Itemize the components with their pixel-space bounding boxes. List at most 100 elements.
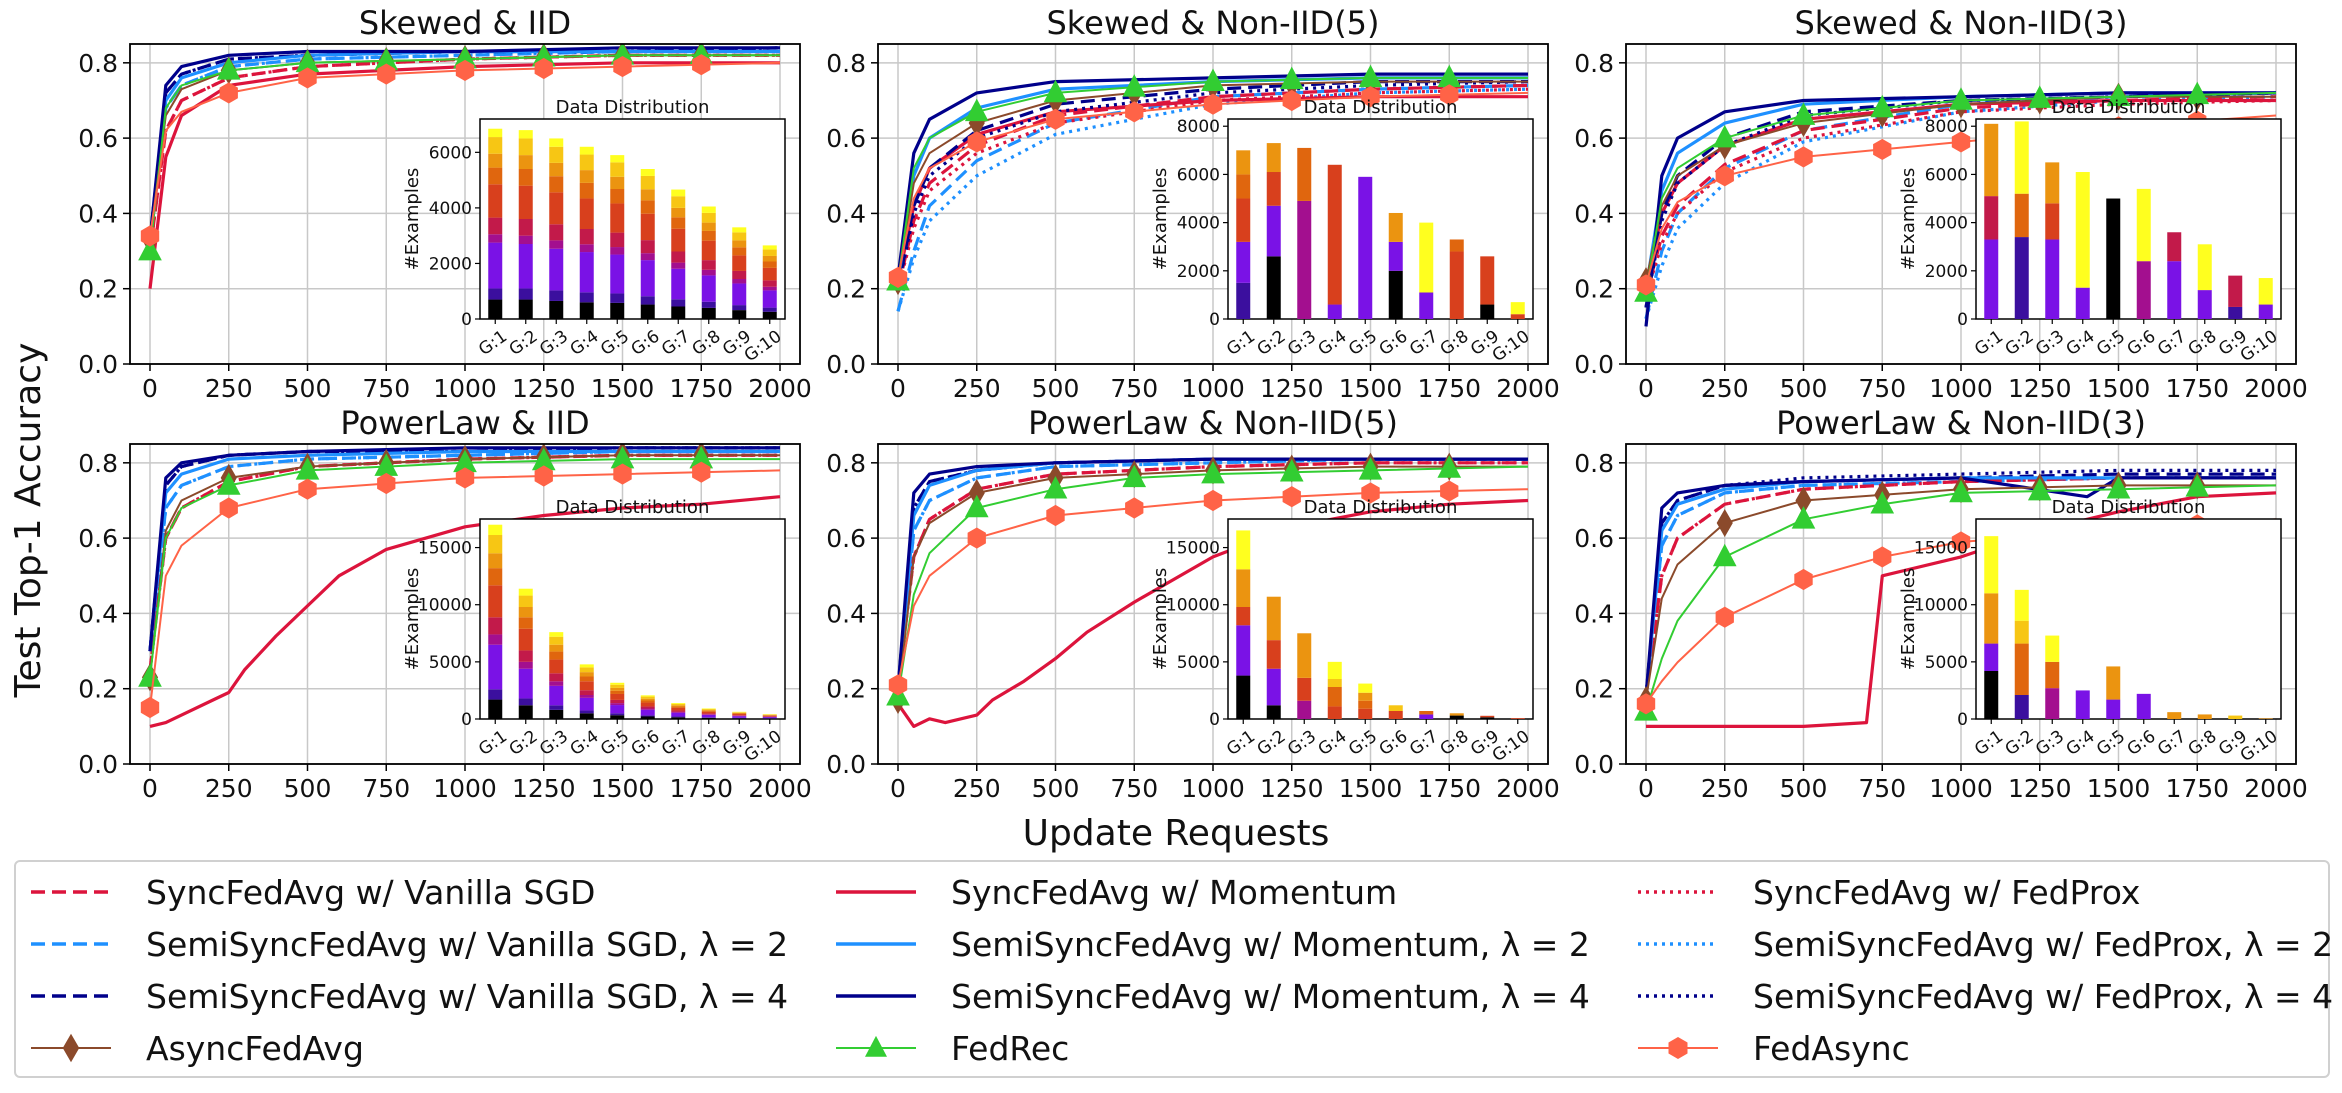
inset-bar-segment xyxy=(610,687,625,691)
series-marker xyxy=(2027,477,2052,501)
inset-bar-segment xyxy=(2197,714,2212,719)
inset-bar-segment xyxy=(610,715,625,719)
inset-bar-segment xyxy=(1358,683,1373,693)
series-marker xyxy=(1201,68,1225,91)
inset-bar-segment xyxy=(1266,668,1281,706)
series-marker xyxy=(888,266,908,288)
inset-bar-segment xyxy=(1449,713,1464,716)
series-marker xyxy=(967,527,986,549)
inset-bar-segment xyxy=(1388,711,1403,719)
inset-bar-segment xyxy=(1388,705,1403,711)
inset-bar-segment xyxy=(488,689,503,700)
x-tick-label: 250 xyxy=(1701,774,1749,803)
x-tick-label: 2000 xyxy=(748,374,812,403)
inset-y-label: 0 xyxy=(1957,710,1968,730)
y-tick-label: 0.0 xyxy=(826,750,866,779)
series-line xyxy=(149,61,781,237)
inset-bar-segment xyxy=(2106,699,2121,719)
plot-frame xyxy=(877,43,1549,365)
x-tick-label: 750 xyxy=(1110,374,1158,403)
legend-item: FedAsync xyxy=(1633,1028,1910,1068)
inset-bar-segment xyxy=(1984,593,1999,644)
inset-bar-segment xyxy=(2014,193,2029,238)
inset-bar-segment xyxy=(732,279,747,284)
inset-bar-segment xyxy=(732,240,747,248)
x-tick-label: 0 xyxy=(142,774,158,803)
inset-bar-segment xyxy=(732,715,747,716)
inset-bar-segment xyxy=(1297,700,1312,719)
x-tick-label: 1000 xyxy=(433,774,497,803)
inset-bar-segment xyxy=(579,690,594,695)
inset-bar-segment xyxy=(1388,212,1403,242)
inset-bar-segment xyxy=(701,240,716,261)
inset-bar-segment xyxy=(732,713,747,715)
series-marker xyxy=(2106,476,2131,499)
y-tick-label: 0.0 xyxy=(826,350,866,379)
legend-label: SemiSyncFedAvg w/ Vanilla SGD, λ = 4 xyxy=(146,976,789,1016)
inset-bar-segment xyxy=(488,128,503,138)
inset-bar-segment xyxy=(610,699,625,704)
legend-item: SemiSyncFedAvg w/ Vanilla SGD, λ = 2 xyxy=(26,924,788,964)
inset-bar-segment xyxy=(1984,123,1999,197)
inset-bar-segment xyxy=(1327,164,1342,305)
series-marker xyxy=(1870,491,1895,514)
inset-bar-segment xyxy=(610,293,625,303)
x-tick-label: 1500 xyxy=(1339,774,1403,803)
series-line xyxy=(1644,472,2276,697)
inset-bar-segment xyxy=(2014,695,2029,719)
x-tick-label: 750 xyxy=(1858,774,1906,803)
legend-label: SemiSyncFedAvg w/ Momentum, λ = 4 xyxy=(951,976,1590,1016)
inset-bar-segment xyxy=(1327,687,1342,707)
inset-bar-segment xyxy=(549,162,564,177)
inset-bar-segment xyxy=(610,247,625,255)
series-marker xyxy=(1358,457,1383,480)
x-tick-label: 1750 xyxy=(669,374,733,403)
inset-bar-segment xyxy=(671,712,686,717)
inset-y-label: 15000 xyxy=(1914,539,1968,559)
inset-y-label: 6000 xyxy=(1925,165,1968,185)
x-tick-label: 1250 xyxy=(512,374,576,403)
inset-bar-segment xyxy=(2167,712,2182,719)
inset-bar-segment xyxy=(1419,292,1434,319)
inset-bar-segment xyxy=(701,714,716,718)
series-marker xyxy=(298,67,317,89)
inset-bar-segment xyxy=(2197,290,2212,319)
inset-bar-segment xyxy=(1358,176,1373,319)
x-tick-label: 500 xyxy=(1780,774,1828,803)
inset-bar-segment xyxy=(640,296,655,305)
figure: Test Top-1 Accuracy Update Requests 0 250… xyxy=(8,4,2308,854)
series-marker xyxy=(1046,504,1065,527)
series-marker xyxy=(1358,64,1383,88)
x-tick-label: 2000 xyxy=(1496,374,1560,403)
legend-swatch xyxy=(836,994,916,998)
chart-title: PowerLaw & IID xyxy=(340,404,589,442)
x-tick-label: 0 xyxy=(1638,774,1654,803)
series-marker xyxy=(1203,489,1223,512)
inset-bar-segment xyxy=(640,240,655,254)
inset-bar-segment xyxy=(2136,188,2151,262)
inset-bar-segment xyxy=(579,154,594,171)
inset-bar-segment xyxy=(762,715,777,717)
inset-y-label: 8000 xyxy=(1925,117,1968,137)
series-marker xyxy=(298,478,317,500)
series-line xyxy=(149,54,780,252)
plot-frame xyxy=(1625,443,2297,765)
series-marker xyxy=(1712,124,1737,148)
inset-bar-segment xyxy=(2106,666,2121,700)
inset-bar-segment xyxy=(579,182,594,199)
x-tick-label: 2000 xyxy=(748,774,812,803)
legend-swatch xyxy=(31,942,111,946)
inset-bar-segment xyxy=(549,673,564,682)
legend-swatch xyxy=(1638,994,1718,998)
inset-bar-segment xyxy=(1266,172,1281,206)
inset-bar-segment xyxy=(2075,172,2090,288)
inset-bar-segment xyxy=(701,717,716,718)
inset-y-label: 2000 xyxy=(429,254,472,274)
x-tick-label: 750 xyxy=(362,774,410,803)
inset-bar-segment xyxy=(640,702,655,707)
inset-y-label: 2000 xyxy=(1177,262,1220,282)
series-marker xyxy=(138,237,162,261)
inset-bar-segment xyxy=(488,634,503,645)
series-line xyxy=(148,49,780,244)
inset-bar-segment xyxy=(549,632,564,637)
